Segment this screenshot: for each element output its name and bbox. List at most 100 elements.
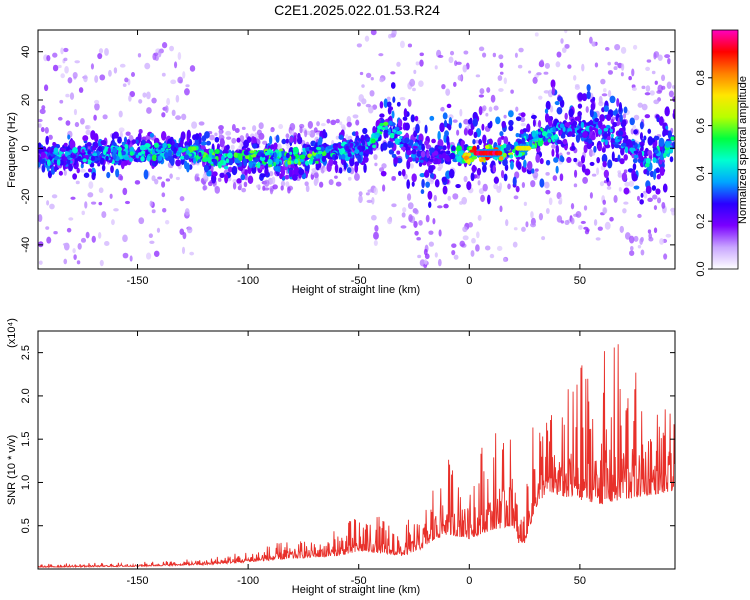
spectrogram-cell: [346, 167, 352, 174]
spectrogram-cell: [659, 166, 665, 176]
spectrogram-cell: [508, 119, 514, 127]
spectrogram-cell: [493, 176, 499, 184]
spectrogram-cell: [503, 257, 507, 262]
spectrogram-cell: [437, 205, 443, 209]
spectrogram-cell: [513, 195, 519, 200]
spectrogram-cell: [564, 122, 571, 128]
spectrogram-cell: [619, 158, 625, 165]
spectrogram-cell: [661, 201, 666, 209]
spectrogram-cell: [503, 77, 507, 85]
spectrogram-cell: [521, 182, 526, 189]
spectrogram-cell: [52, 52, 58, 58]
spectrogram-cell: [470, 172, 475, 182]
spectrogram-cell: [285, 133, 290, 138]
spectrogram-cell: [637, 244, 642, 249]
spectrogram-cell: [258, 122, 264, 130]
spectrogram-cell: [137, 158, 141, 162]
spectrogram-cell: [370, 76, 374, 81]
spectrogram-cell: [195, 173, 200, 177]
spectrogram-cell: [228, 158, 234, 166]
spectrogram-cell: [604, 221, 611, 230]
spectrogram-cell: [404, 137, 410, 144]
spectrogram-cell: [154, 178, 159, 185]
spectrogram-cell: [234, 127, 240, 133]
spectrogram-cell: [498, 88, 504, 92]
spectrogram-cell: [471, 156, 478, 160]
spectrogram-cell: [624, 181, 630, 187]
spectrogram-cell: [315, 146, 322, 151]
spectrogram-cell: [373, 154, 378, 160]
spectrogram-cell: [262, 140, 268, 145]
spectrogram-cell: [97, 52, 103, 60]
spectrogram-cell: [392, 96, 396, 103]
spectrogram-cell: [238, 183, 243, 189]
spectrogram-cell: [469, 149, 475, 153]
spectrogram-cell: [641, 103, 648, 111]
spectrogram-cell: [570, 217, 575, 225]
spectrogram-cell: [72, 147, 78, 154]
spectrogram-cell: [272, 184, 278, 190]
spectrogram-cell: [668, 90, 674, 98]
spectrogram-cell: [406, 179, 410, 190]
spectrogram-cell: [146, 154, 151, 162]
spectrogram-cell: [407, 202, 414, 210]
spectrogram-cell: [92, 152, 98, 157]
spectrogram-cell: [379, 167, 385, 172]
spectrogram-cell: [118, 110, 123, 118]
spectrogram-cell: [413, 220, 418, 228]
spectrogram-cell: [41, 105, 46, 110]
spectrogram-cell: [65, 93, 70, 98]
spectrogram-cell: [98, 201, 103, 206]
spectrogram-cell: [94, 75, 99, 83]
spectrogram-cell: [664, 54, 671, 59]
spectrogram-cell: [90, 130, 96, 140]
spectrogram-cell: [343, 160, 347, 170]
spectrogram-cell: [317, 154, 323, 159]
spectrogram-cell: [101, 164, 106, 172]
spectrogram-cell: [583, 144, 588, 154]
spectrogram-cell: [359, 151, 364, 156]
spectrogram-cell: [541, 236, 546, 241]
spectrogram-cell: [170, 79, 177, 85]
spectrogram-cell: [97, 162, 101, 167]
spectrogram-cell: [652, 194, 658, 200]
spectrogram-cell: [365, 137, 370, 142]
spectrogram-cell: [148, 233, 153, 239]
spectrogram-cell: [193, 157, 197, 164]
spectrogram-cell: [653, 227, 658, 234]
spectrogram-cell: [590, 134, 596, 141]
spectrogram-cell: [78, 87, 84, 93]
spectrogram-cell: [335, 181, 342, 187]
spectrogram-cell: [478, 94, 485, 98]
spectrogram-cell: [560, 38, 564, 44]
spectrogram-cell: [516, 161, 522, 170]
spectrogram-cell: [188, 153, 192, 157]
spectrogram-cell: [358, 94, 365, 102]
spectrogram-cell: [88, 181, 94, 189]
spectrogram-cell: [166, 97, 171, 106]
spectrogram-cell: [669, 148, 674, 154]
spectrogram-cell: [647, 150, 653, 156]
spectrogram-cell: [589, 125, 593, 132]
y-tick-label: 20: [20, 94, 32, 106]
chart-title: C2E1.2025.022.01.53.R24: [274, 2, 440, 18]
spectrogram-cell: [582, 131, 588, 138]
spectrogram-cell: [614, 43, 621, 51]
spectrogram-cell: [603, 169, 609, 179]
spectrogram-cell: [499, 205, 503, 213]
spectrogram-cell: [497, 75, 503, 81]
spectrogram-cell: [186, 226, 193, 234]
spectrogram-cell: [71, 154, 77, 159]
spectrogram-cell: [543, 90, 550, 94]
spectrogram-cell: [672, 96, 675, 103]
spectrogram-cell: [321, 155, 327, 163]
spectrogram-cell: [555, 144, 560, 155]
spectrogram-cell: [549, 116, 554, 121]
spectrogram-cell: [398, 170, 402, 177]
spectrogram-cell: [568, 108, 574, 118]
spectrogram-cell: [102, 114, 108, 120]
spectrogram-cell: [225, 130, 232, 136]
spectrogram-cell: [227, 166, 233, 173]
spectrogram-cell: [589, 192, 593, 199]
spectrogram-cell: [66, 155, 71, 159]
